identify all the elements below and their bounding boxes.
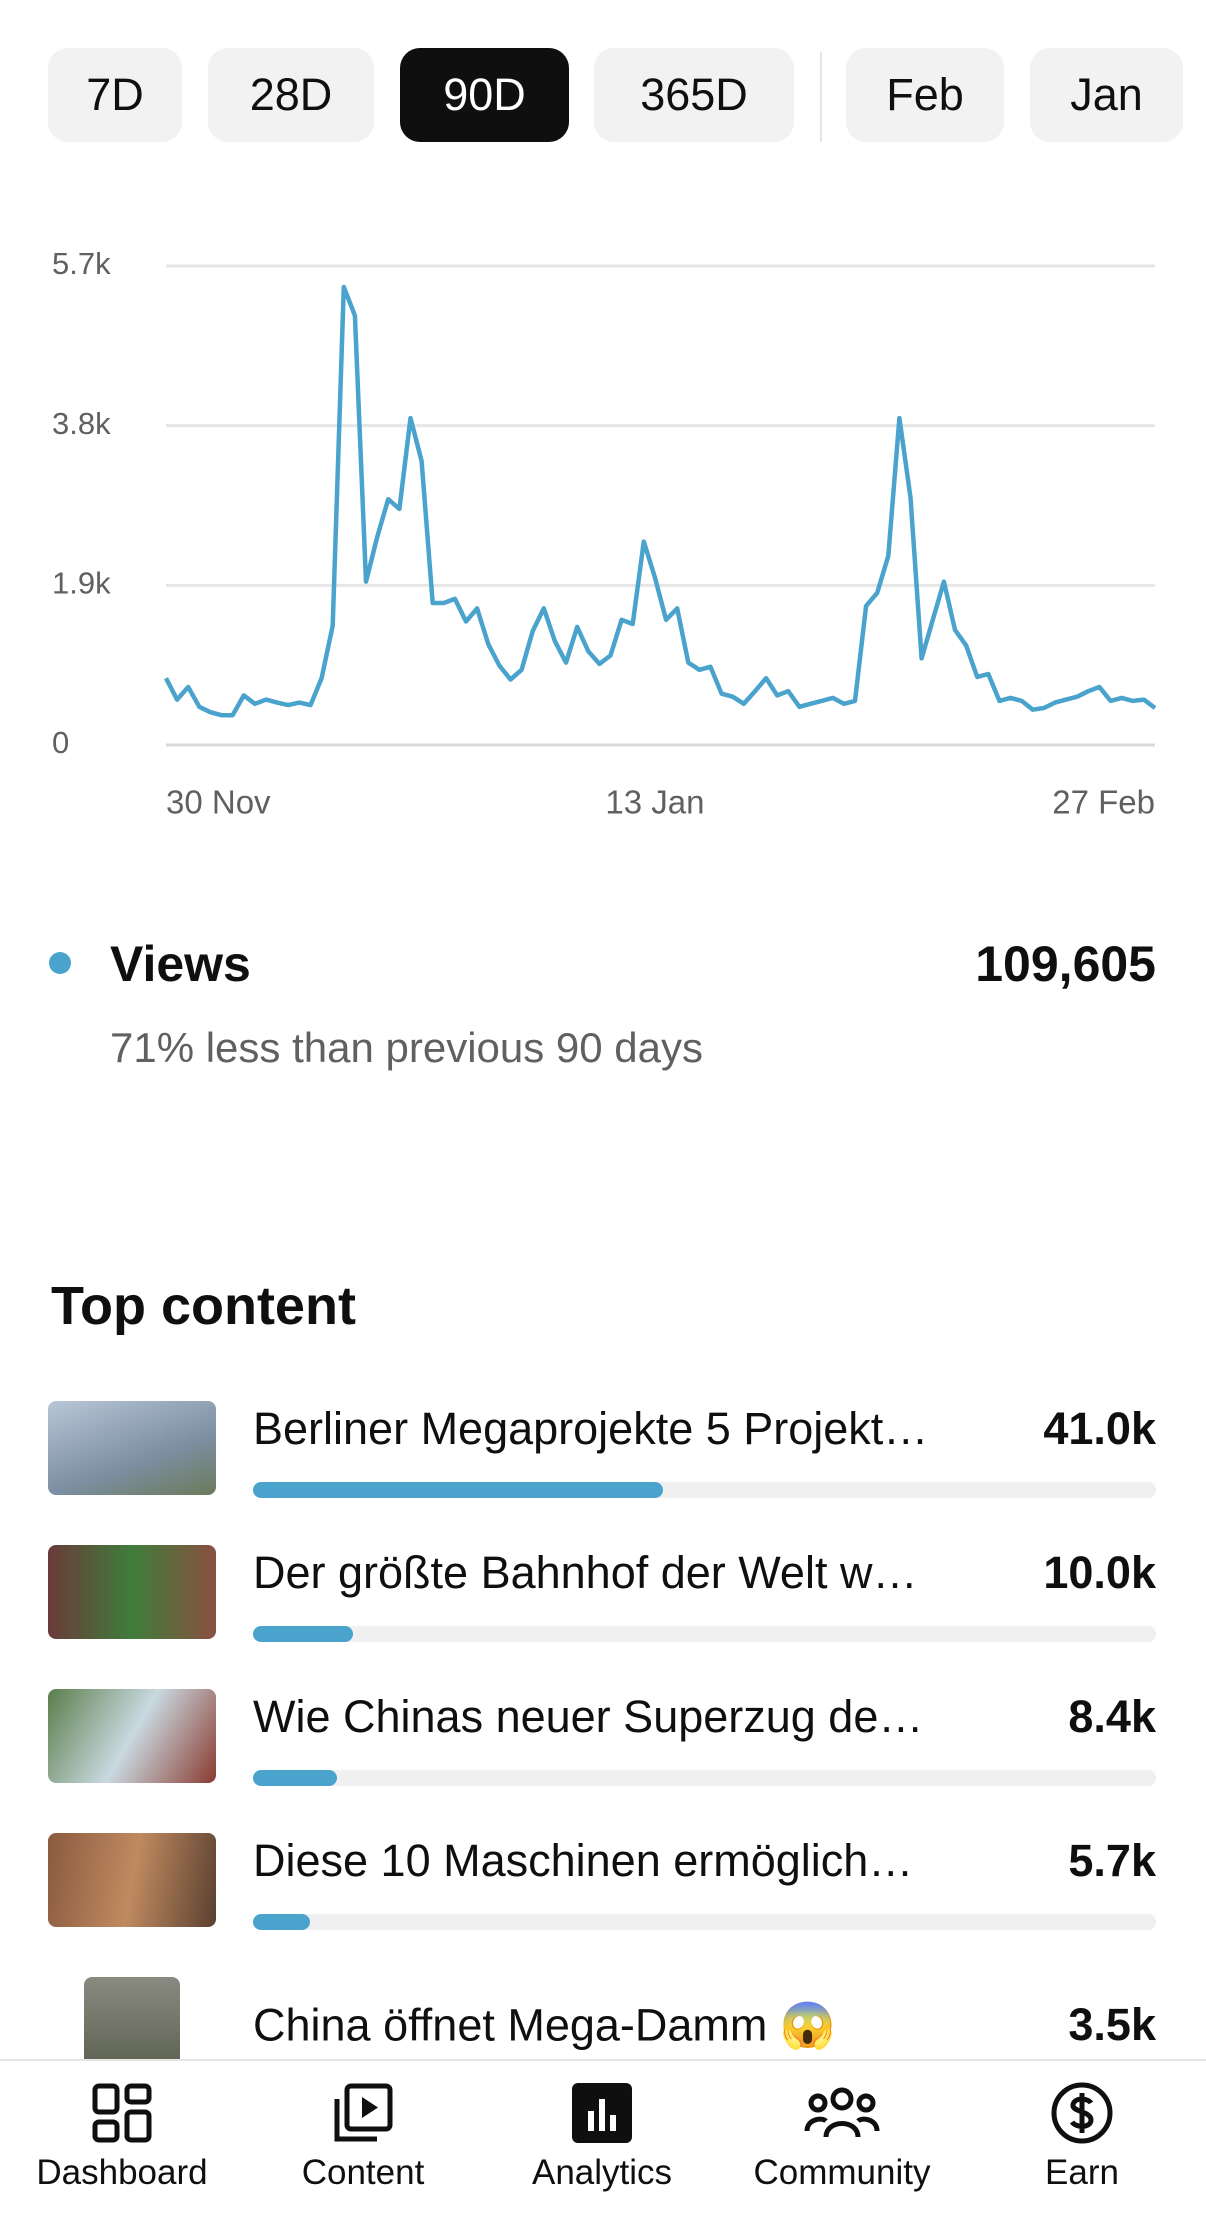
bar-fill <box>253 1914 310 1930</box>
y-tick-label: 5.7k <box>52 246 111 281</box>
chart: 0 1.9k 3.8k 5.7k 30 Nov 13 Jan 27 Feb <box>52 246 1157 821</box>
tab[interactable]: 90D <box>400 48 569 142</box>
x-tick-label: 27 Feb <box>1052 784 1155 821</box>
content-views: 41.0k <box>1043 1403 1156 1454</box>
x-tick-label: 30 Nov <box>166 784 271 821</box>
nav-label: Content <box>301 2153 425 2192</box>
content-title: Der größte Bahnhof der Welt w… <box>253 1547 918 1598</box>
bottom-nav: Dashboard Content Analytics Community Ea… <box>0 2059 1206 2231</box>
x-tick-label: 13 Jan <box>605 784 704 821</box>
nav-analytics[interactable]: Analytics <box>482 2061 722 2231</box>
content-views: 5.7k <box>1068 1835 1156 1886</box>
analytics-icon <box>572 2083 632 2143</box>
thumbnail <box>48 1401 216 1495</box>
section-title: Top content <box>51 1276 356 1336</box>
tab[interactable]: Feb <box>846 48 1004 142</box>
y-tick-label: 0 <box>52 725 69 760</box>
tab[interactable]: Jan <box>1030 48 1183 142</box>
nav-label: Community <box>753 2153 931 2192</box>
bar-track <box>253 1914 1156 1930</box>
line-series <box>164 284 1157 718</box>
nav-dashboard[interactable]: Dashboard <box>2 2061 242 2231</box>
content-title: China öffnet Mega-Damm 😱 <box>253 1999 836 2051</box>
tab[interactable]: 7D <box>48 48 182 142</box>
nav-label: Analytics <box>531 2153 673 2192</box>
bar-track <box>253 1626 1156 1642</box>
content-title: Wie Chinas neuer Superzug de… <box>253 1691 924 1742</box>
bar-track <box>253 1482 1156 1498</box>
nav-label: Dashboard <box>36 2153 208 2192</box>
bar-fill <box>253 1626 353 1642</box>
thumbnail <box>48 1545 216 1639</box>
content-views: 3.5k <box>1068 1999 1156 2050</box>
legend-dot <box>49 952 71 974</box>
bar-fill <box>253 1482 663 1498</box>
thumbnail <box>48 1689 216 1783</box>
bar-track <box>253 1770 1156 1786</box>
content-title: Diese 10 Maschinen ermöglich… <box>253 1835 914 1886</box>
nav-label: Earn <box>1045 2153 1119 2192</box>
bar-fill <box>253 1770 337 1786</box>
metric-comparison: 71% less than previous 90 days <box>110 1024 704 1071</box>
y-tick-label: 3.8k <box>52 406 111 441</box>
thumbnail <box>48 1833 216 1927</box>
tab[interactable]: 28D <box>208 48 374 142</box>
nav-content[interactable]: Content <box>243 2061 483 2231</box>
nav-earn[interactable]: Earn <box>962 2061 1202 2231</box>
nav-community[interactable]: Community <box>722 2061 962 2231</box>
metric-name: Views <box>110 936 251 992</box>
metric-total: 109,605 <box>975 936 1156 992</box>
content-icon <box>334 2083 393 2142</box>
content-views: 8.4k <box>1068 1691 1156 1742</box>
y-tick-label: 1.9k <box>52 566 111 601</box>
thumbnail <box>84 1977 180 2073</box>
community-icon <box>804 2087 880 2138</box>
earn-icon <box>1051 2082 1113 2144</box>
content-views: 10.0k <box>1043 1547 1156 1598</box>
tab[interactable]: 365D <box>594 48 794 142</box>
dashboard-icon <box>92 2083 152 2143</box>
content-title: Berliner Megaprojekte 5 Projekt… <box>253 1403 929 1454</box>
tab-divider <box>820 52 822 142</box>
